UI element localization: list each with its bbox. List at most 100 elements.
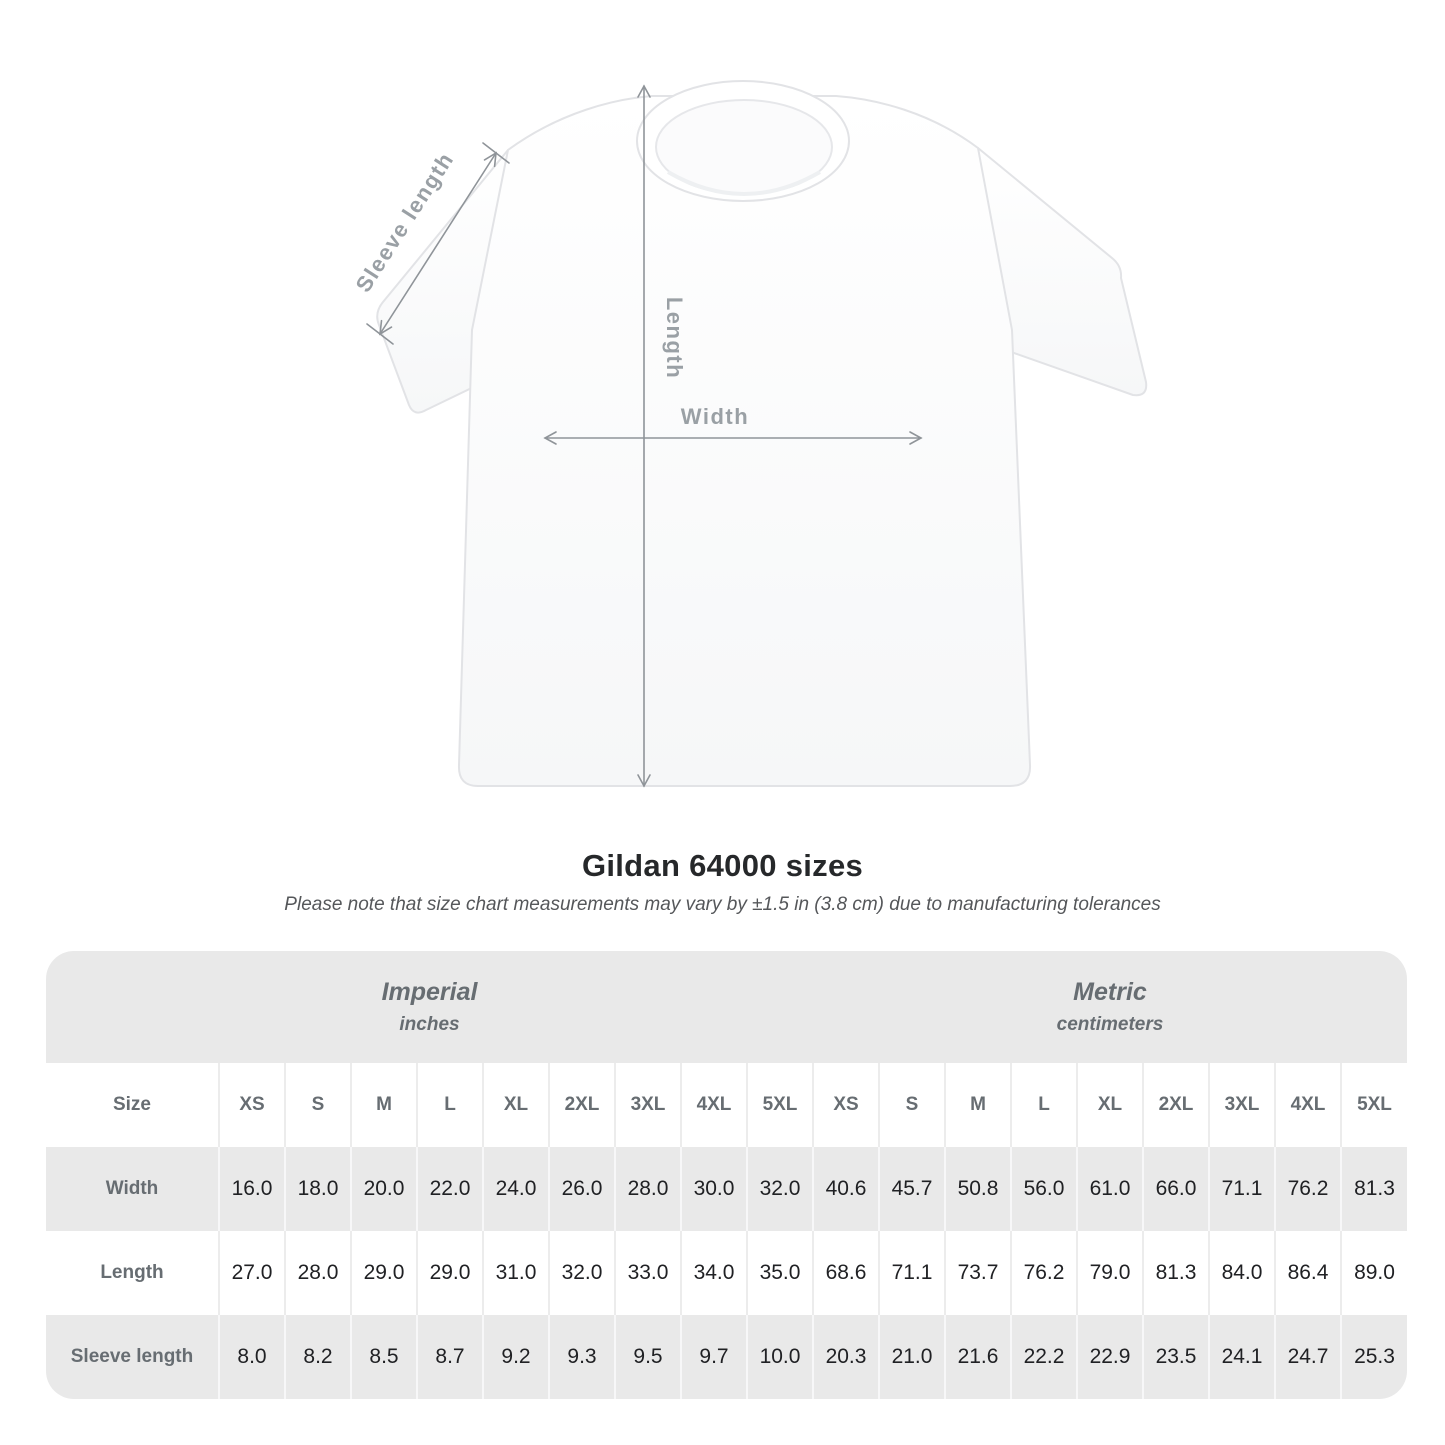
size-corner-label: Size xyxy=(112,1094,152,1115)
width-row: Width 16.0 18.0 20.0 22.0 24.0 26.0 28.0… xyxy=(46,1147,1407,1231)
imperial-subtitle: inches xyxy=(399,1014,460,1035)
row-label-length: Length xyxy=(100,1262,164,1283)
value-cell: 73.7 xyxy=(944,1231,1011,1315)
value-cell: 71.1 xyxy=(1208,1147,1275,1231)
size-cell: 4XL xyxy=(1274,1063,1341,1147)
length-label: Length xyxy=(662,297,687,379)
value-cell: 84.0 xyxy=(1208,1231,1275,1315)
dimension-lines xyxy=(366,84,923,788)
sleeve-length-dimension-arrow xyxy=(366,142,510,345)
value-cell: 18.0 xyxy=(284,1147,351,1231)
value-cell: 68.6 xyxy=(812,1231,879,1315)
right-sleeve xyxy=(977,147,1148,397)
size-cell: 2XL xyxy=(1142,1063,1209,1147)
imperial-section-header: Imperial inches xyxy=(46,951,813,1063)
value-cell: 81.3 xyxy=(1142,1231,1209,1315)
tshirt-graphic xyxy=(376,80,1148,787)
value-cell: 9.3 xyxy=(548,1315,615,1399)
size-cell: M xyxy=(350,1063,417,1147)
value-cell: 32.0 xyxy=(548,1231,615,1315)
sleeve-length-row: Sleeve length 8.0 8.2 8.5 8.7 9.2 9.3 9.… xyxy=(46,1315,1407,1399)
width-dimension-arrow xyxy=(543,431,923,445)
value-cell: 10.0 xyxy=(746,1315,813,1399)
size-cell: L xyxy=(1010,1063,1077,1147)
value-cell: 21.6 xyxy=(944,1315,1011,1399)
value-cell: 66.0 xyxy=(1142,1147,1209,1231)
value-cell: 29.0 xyxy=(416,1231,483,1315)
value-cell: 27.0 xyxy=(218,1231,285,1315)
value-cell: 21.0 xyxy=(878,1315,945,1399)
size-header-row: Size XS S M L XL 2XL 3XL 4XL 5XL XS S M … xyxy=(46,1063,1407,1147)
size-cell: XS xyxy=(218,1063,285,1147)
size-cell: 3XL xyxy=(1208,1063,1275,1147)
length-dimension-arrow xyxy=(637,84,651,788)
value-cell: 89.0 xyxy=(1340,1231,1407,1315)
value-cell: 29.0 xyxy=(350,1231,417,1315)
value-cell: 25.3 xyxy=(1340,1315,1407,1399)
value-cell: 22.2 xyxy=(1010,1315,1077,1399)
size-cell: 3XL xyxy=(614,1063,681,1147)
value-cell: 8.5 xyxy=(350,1315,417,1399)
value-cell: 28.0 xyxy=(614,1147,681,1231)
value-cell: 32.0 xyxy=(746,1147,813,1231)
value-cell: 56.0 xyxy=(1010,1147,1077,1231)
size-cell: 5XL xyxy=(1340,1063,1407,1147)
value-cell: 8.2 xyxy=(284,1315,351,1399)
value-cell: 31.0 xyxy=(482,1231,549,1315)
value-cell: 9.2 xyxy=(482,1315,549,1399)
value-cell: 24.7 xyxy=(1274,1315,1341,1399)
size-cell: L xyxy=(416,1063,483,1147)
value-cell: 9.7 xyxy=(680,1315,747,1399)
value-cell: 61.0 xyxy=(1076,1147,1143,1231)
metric-section-header: Metric centimeters xyxy=(813,951,1407,1063)
size-cell: XS xyxy=(812,1063,879,1147)
value-cell: 24.0 xyxy=(482,1147,549,1231)
value-cell: 79.0 xyxy=(1076,1231,1143,1315)
value-cell: 81.3 xyxy=(1340,1147,1407,1231)
value-cell: 76.2 xyxy=(1010,1231,1077,1315)
size-cell: 2XL xyxy=(548,1063,615,1147)
tshirt-size-diagram: Sleeve length Length Width xyxy=(351,80,1148,788)
metric-title: Metric xyxy=(1073,978,1147,1006)
value-cell: 8.7 xyxy=(416,1315,483,1399)
value-cell: 33.0 xyxy=(614,1231,681,1315)
size-cell: 4XL xyxy=(680,1063,747,1147)
value-cell: 35.0 xyxy=(746,1231,813,1315)
value-cell: 71.1 xyxy=(878,1231,945,1315)
value-cell: 22.0 xyxy=(416,1147,483,1231)
value-cell: 20.3 xyxy=(812,1315,879,1399)
row-label-width: Width xyxy=(105,1178,159,1199)
value-cell: 20.0 xyxy=(350,1147,417,1231)
value-cell: 45.7 xyxy=(878,1147,945,1231)
size-cell: 5XL xyxy=(746,1063,813,1147)
value-cell: 50.8 xyxy=(944,1147,1011,1231)
size-cell: S xyxy=(284,1063,351,1147)
width-label: Width xyxy=(681,404,749,429)
value-cell: 16.0 xyxy=(218,1147,285,1231)
tolerance-note: Please note that size chart measurements… xyxy=(284,894,1161,915)
value-cell: 34.0 xyxy=(680,1231,747,1315)
row-label-sleeve-length: Sleeve length xyxy=(70,1346,194,1367)
page-title: Gildan 64000 sizes xyxy=(581,848,864,883)
value-cell: 9.5 xyxy=(614,1315,681,1399)
value-cell: 86.4 xyxy=(1274,1231,1341,1315)
size-cell: M xyxy=(944,1063,1011,1147)
collar-shadow xyxy=(666,170,822,196)
length-row: Length 27.0 28.0 29.0 29.0 31.0 32.0 33.… xyxy=(46,1231,1407,1315)
value-cell: 8.0 xyxy=(218,1315,285,1399)
size-cell: S xyxy=(878,1063,945,1147)
unit-header-row: Imperial inches Metric centimeters xyxy=(46,951,1407,1063)
size-cell: XL xyxy=(1076,1063,1143,1147)
value-cell: 22.9 xyxy=(1076,1315,1143,1399)
value-cell: 28.0 xyxy=(284,1231,351,1315)
metric-subtitle: centimeters xyxy=(1056,1014,1164,1035)
size-cell: XL xyxy=(482,1063,549,1147)
value-cell: 30.0 xyxy=(680,1147,747,1231)
value-cell: 76.2 xyxy=(1274,1147,1341,1231)
value-cell: 26.0 xyxy=(548,1147,615,1231)
imperial-title: Imperial xyxy=(381,978,478,1006)
shirt-body xyxy=(457,95,1032,787)
value-cell: 23.5 xyxy=(1142,1315,1209,1399)
size-chart-table: Imperial inches Metric centimeters Size … xyxy=(46,951,1407,1399)
value-cell: 24.1 xyxy=(1208,1315,1275,1399)
